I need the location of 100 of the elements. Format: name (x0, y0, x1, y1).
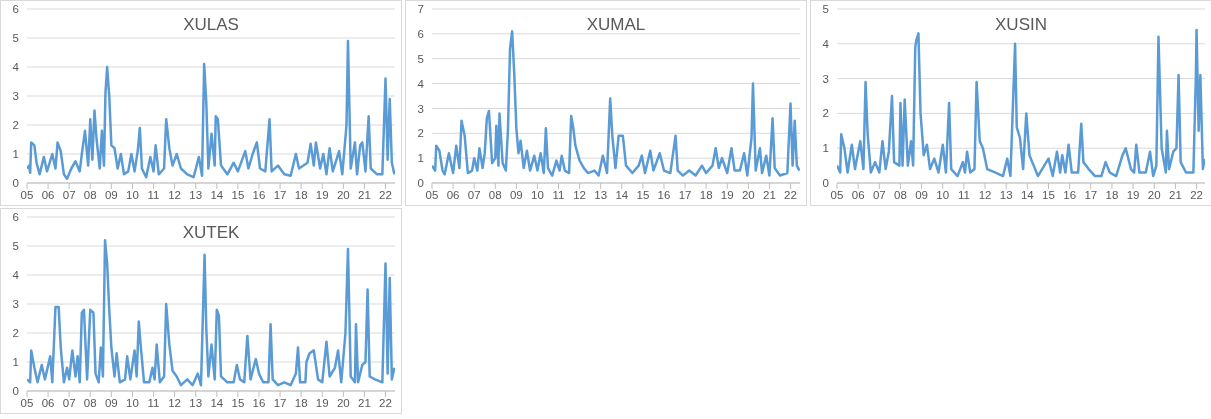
x-tick-label: 06 (41, 397, 55, 410)
x-tick-label: 13 (189, 189, 203, 202)
x-tick-label: 16 (252, 397, 266, 410)
line-series (432, 30, 800, 177)
x-tick-label: 15 (1042, 189, 1055, 202)
x-tick-label: 18 (294, 397, 308, 410)
x-tick-label: 08 (894, 189, 907, 202)
x-tick-label: 20 (336, 189, 350, 202)
x-tick-label: 17 (1084, 189, 1098, 202)
y-tick-label: 5 (12, 240, 19, 253)
x-tick-label: 09 (104, 397, 118, 410)
y-tick-label: 4 (12, 269, 20, 282)
y-tick-label: 3 (12, 298, 19, 311)
x-tick-label: 11 (957, 189, 970, 202)
x-tick-label: 08 (83, 397, 97, 410)
y-tick-label: 4 (12, 61, 20, 74)
x-tick-label: 11 (147, 397, 160, 410)
x-tick-label: 14 (615, 189, 629, 202)
x-tick-label: 08 (83, 189, 97, 202)
x-tick-label: 12 (978, 189, 992, 202)
y-tick-label: 3 (12, 90, 19, 103)
x-tick-label: 15 (231, 397, 245, 410)
x-tick-label: 09 (104, 189, 118, 202)
x-tick-label: 13 (594, 189, 608, 202)
y-tick-label: 0 (417, 177, 424, 190)
x-tick-label: 09 (509, 189, 523, 202)
x-tick-label: 08 (488, 189, 502, 202)
x-tick-label: 18 (1105, 189, 1119, 202)
y-tick-label: 2 (12, 119, 19, 132)
x-tick-label: 09 (915, 189, 928, 202)
x-tick-label: 15 (636, 189, 650, 202)
x-tick-label: 17 (678, 189, 692, 202)
x-tick-label: 07 (872, 189, 886, 202)
chart-title: XUTEK (181, 223, 241, 243)
y-tick-label: 3 (822, 72, 829, 85)
x-tick-label: 10 (936, 189, 950, 202)
x-tick-label: 14 (210, 397, 224, 410)
x-tick-label: 20 (336, 397, 350, 410)
x-tick-label: 12 (573, 189, 587, 202)
y-tick-label: 2 (12, 327, 19, 340)
x-tick-label: 19 (1126, 189, 1140, 202)
x-tick-label: 15 (231, 189, 245, 202)
x-tick-label: 20 (1147, 189, 1161, 202)
x-tick-label: 12 (168, 397, 182, 410)
x-tick-label: 18 (699, 189, 713, 202)
y-tick-label: 6 (417, 27, 424, 40)
y-tick-label: 1 (12, 356, 19, 369)
x-tick-label: 18 (294, 189, 308, 202)
x-tick-label: 16 (1063, 189, 1077, 202)
x-tick-label: 22 (1190, 189, 1203, 202)
x-tick-label: 06 (41, 189, 55, 202)
y-tick-label: 4 (822, 37, 830, 50)
chart-title: XUSIN (994, 15, 1048, 35)
line-series (27, 238, 395, 387)
x-tick-label: 06 (851, 189, 865, 202)
x-tick-label: 16 (657, 189, 671, 202)
x-tick-label: 21 (358, 397, 371, 410)
x-tick-label: 14 (1020, 189, 1035, 202)
x-tick-label: 16 (252, 189, 266, 202)
chart-title: XULAS (182, 15, 240, 35)
line-series (837, 28, 1205, 178)
x-tick-label: 19 (315, 397, 329, 410)
y-tick-label: 1 (417, 152, 424, 165)
y-tick-label: 6 (12, 211, 19, 224)
x-tick-label: 05 (830, 189, 844, 202)
x-tick-label: 05 (20, 397, 34, 410)
x-tick-label: 17 (273, 397, 287, 410)
y-tick-label: 1 (12, 148, 19, 161)
x-tick-label: 07 (467, 189, 481, 202)
x-tick-label: 21 (1168, 189, 1182, 202)
x-tick-label: 21 (358, 189, 371, 202)
x-tick-label: 19 (315, 189, 329, 202)
x-tick-label: 07 (62, 397, 76, 410)
y-tick-label: 7 (417, 3, 424, 16)
x-tick-label: 22 (379, 397, 392, 410)
y-tick-label: 1 (822, 142, 829, 155)
x-tick-label: 11 (147, 189, 160, 202)
y-tick-label: 6 (12, 3, 19, 16)
y-tick-label: 4 (417, 77, 425, 90)
y-tick-label: 0 (12, 385, 19, 398)
y-tick-label: 5 (12, 32, 19, 45)
x-tick-label: 11 (552, 189, 565, 202)
x-tick-label: 05 (425, 189, 439, 202)
x-tick-label: 19 (720, 189, 734, 202)
x-tick-label: 07 (62, 189, 76, 202)
x-tick-label: 22 (379, 189, 392, 202)
y-tick-label: 5 (417, 52, 424, 65)
x-tick-label: 06 (446, 189, 460, 202)
x-tick-label: 13 (999, 189, 1013, 202)
line-series (27, 39, 395, 180)
chart-title: XUMAL (585, 15, 647, 35)
x-tick-label: 14 (210, 189, 224, 202)
x-tick-label: 10 (531, 189, 544, 202)
x-tick-label: 13 (189, 397, 203, 410)
x-tick-label: 21 (763, 189, 776, 202)
x-tick-label: 17 (273, 189, 287, 202)
x-tick-label: 20 (741, 189, 755, 202)
x-tick-label: 22 (784, 189, 797, 202)
y-tick-label: 2 (822, 107, 829, 120)
x-tick-label: 05 (20, 189, 34, 202)
